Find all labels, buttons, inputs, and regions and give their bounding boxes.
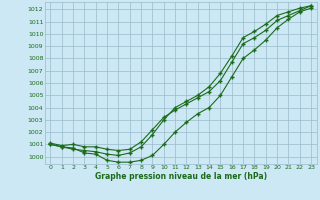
X-axis label: Graphe pression niveau de la mer (hPa): Graphe pression niveau de la mer (hPa) <box>95 172 267 181</box>
